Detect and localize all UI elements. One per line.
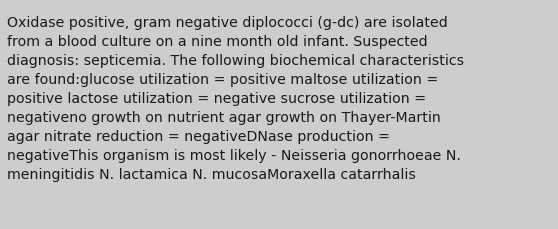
Text: Oxidase positive, gram negative diplococci (g-dc) are isolated
from a blood cult: Oxidase positive, gram negative diplococ… (7, 16, 464, 181)
